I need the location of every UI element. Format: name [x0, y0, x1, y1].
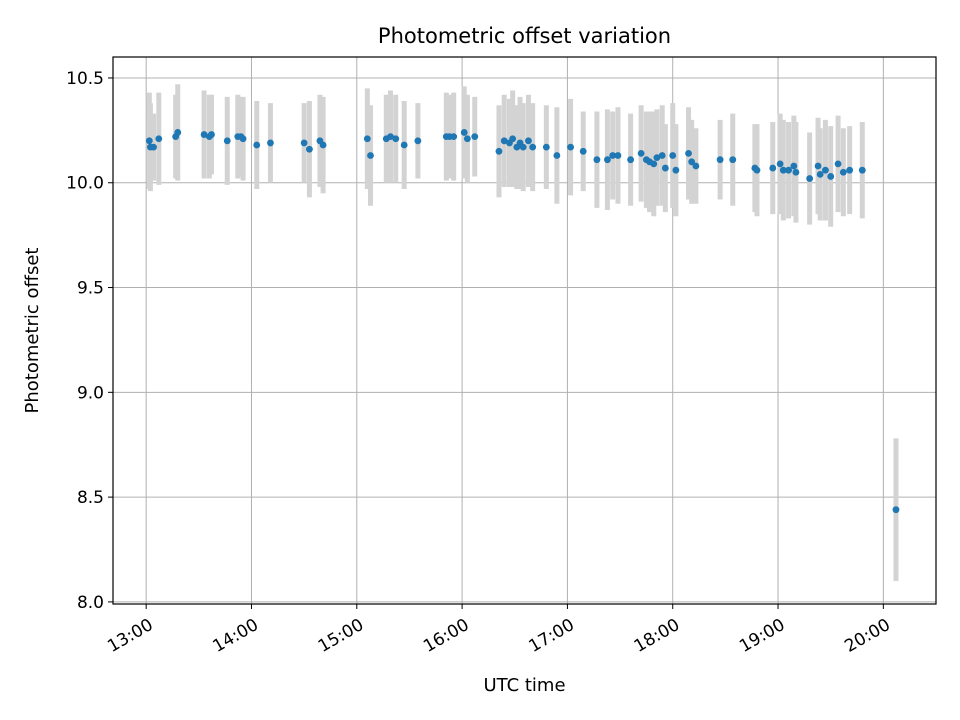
data-point	[688, 158, 696, 166]
data-point	[661, 164, 669, 172]
data-point	[858, 166, 866, 174]
data-point	[150, 143, 157, 151]
data-point	[769, 164, 777, 172]
data-point	[834, 160, 842, 168]
data-point	[827, 173, 835, 180]
data-point	[542, 143, 550, 151]
data-point	[387, 133, 394, 141]
data-point	[414, 137, 422, 145]
data-point	[495, 147, 503, 155]
data-point	[519, 143, 527, 151]
data-point	[200, 131, 208, 138]
data-point	[460, 129, 468, 136]
plot-frame	[112, 56, 937, 605]
data-point	[392, 135, 400, 143]
data-point	[785, 166, 792, 174]
data-point	[685, 150, 692, 157]
data-point	[145, 137, 153, 145]
data-point	[525, 137, 532, 145]
data-point	[155, 135, 163, 143]
data-point	[790, 162, 798, 170]
data-point	[627, 156, 635, 164]
data-point	[822, 166, 829, 174]
data-point	[776, 160, 784, 168]
data-point	[319, 141, 327, 149]
data-point	[223, 137, 231, 145]
y-tick-label: 8.5	[77, 488, 104, 508]
y-axis-ticks: 8.0 8.5 9.0 9.5 10.0 10.5	[66, 69, 113, 613]
data-point	[814, 162, 822, 170]
data-point	[208, 131, 215, 138]
y-tick-label: 8.0	[77, 593, 104, 613]
data-point	[174, 129, 182, 136]
y-axis-label: Photometric offset	[22, 248, 43, 414]
data-point	[892, 506, 900, 514]
data-point	[267, 139, 274, 147]
data-point	[363, 135, 371, 143]
data-point	[816, 170, 824, 178]
data-point	[753, 166, 761, 174]
data-point	[579, 147, 587, 155]
y-tick-label: 10.5	[66, 69, 104, 89]
data-point	[806, 175, 814, 182]
data-point	[400, 141, 408, 149]
data-point	[846, 166, 854, 174]
data-point	[300, 139, 308, 147]
data-point	[567, 143, 574, 151]
data-point	[614, 152, 622, 159]
data-point	[779, 166, 787, 174]
data-point	[593, 156, 601, 164]
data-point	[692, 162, 700, 170]
data-point	[509, 135, 517, 143]
data-point	[604, 156, 611, 164]
data-point	[471, 133, 479, 141]
chart-title: Photometric offset variation	[378, 24, 671, 48]
data-point	[672, 166, 680, 174]
data-point	[839, 168, 847, 176]
data-point	[306, 145, 313, 153]
data-points	[145, 129, 900, 514]
data-point	[450, 133, 458, 141]
data-point	[650, 160, 658, 168]
data-point	[792, 168, 800, 176]
data-point	[637, 150, 645, 157]
data-point	[658, 152, 666, 159]
y-tick-label: 10.0	[66, 174, 104, 194]
data-point	[367, 152, 374, 159]
data-point	[553, 152, 561, 159]
data-point	[529, 143, 537, 151]
y-tick-label: 9.5	[77, 279, 104, 299]
data-point	[500, 137, 508, 145]
data-point	[669, 152, 677, 159]
data-point	[253, 141, 261, 149]
data-point	[239, 135, 247, 143]
data-point	[653, 154, 661, 161]
x-axis-label: UTC time	[483, 675, 565, 696]
y-tick-label: 9.0	[77, 383, 104, 403]
data-point	[463, 135, 471, 143]
data-point	[729, 156, 737, 164]
data-point	[609, 152, 617, 159]
data-point	[716, 156, 724, 164]
